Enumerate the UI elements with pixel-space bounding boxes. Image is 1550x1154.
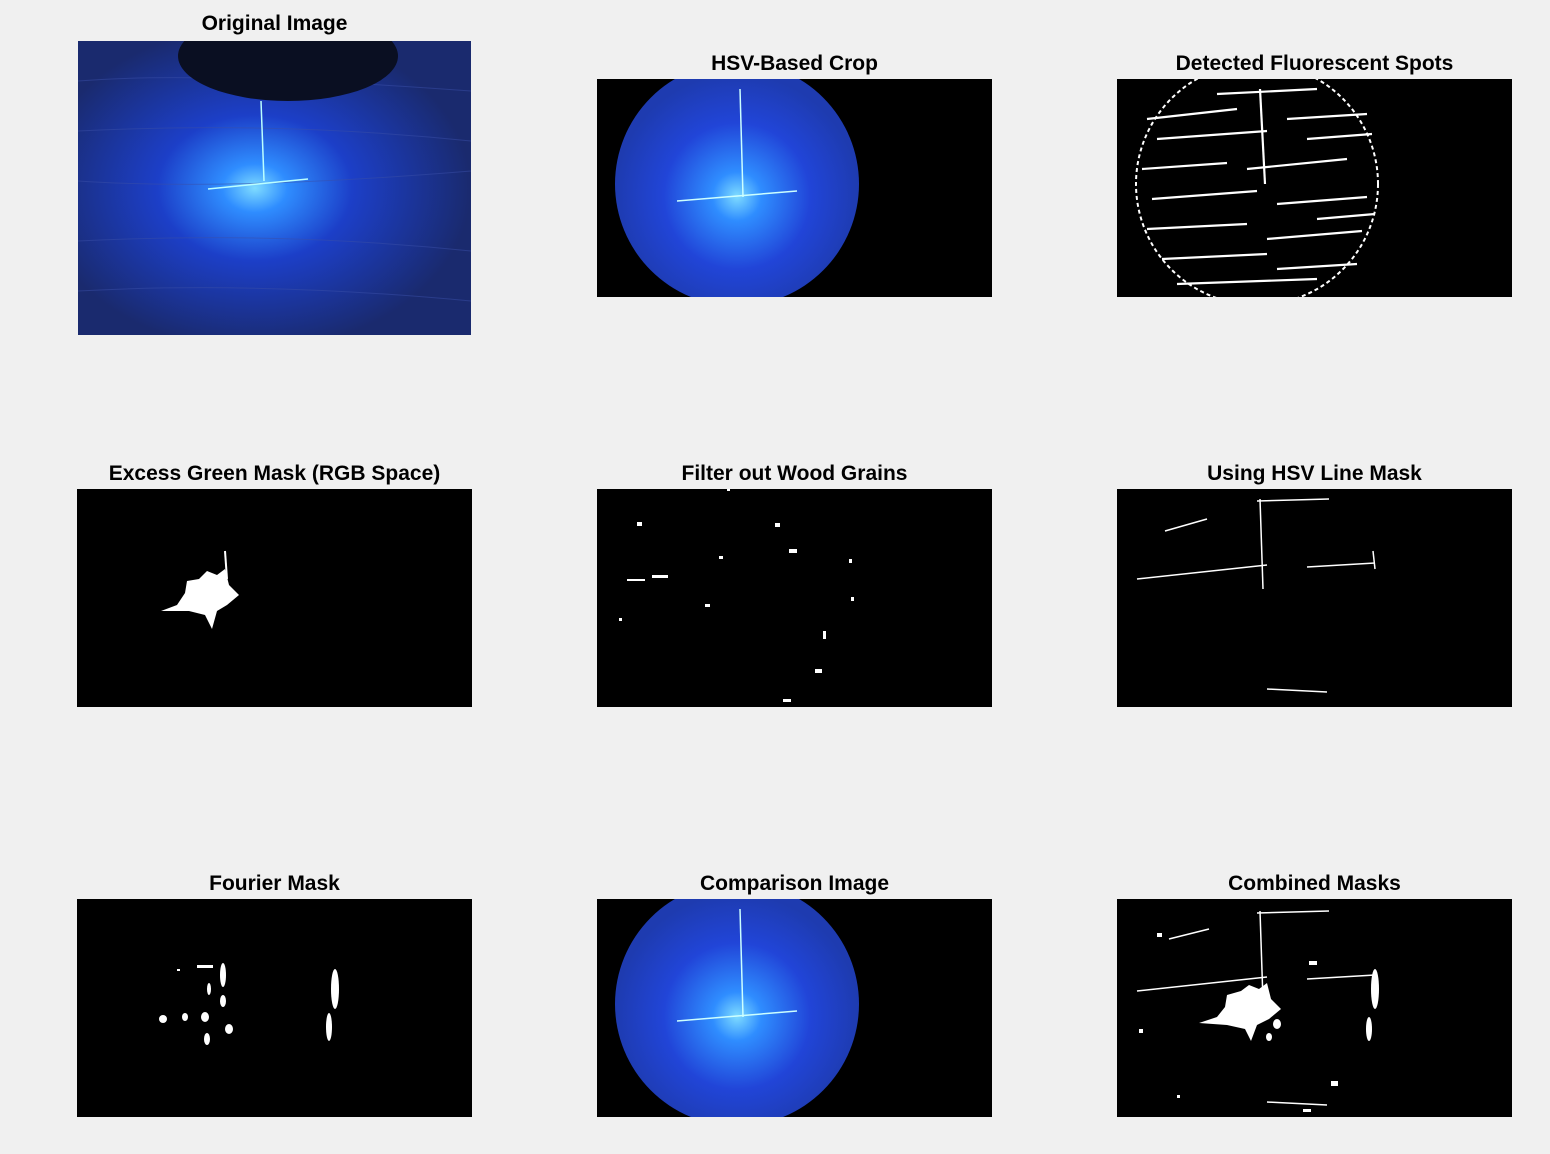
combined-masks-image bbox=[1117, 899, 1512, 1117]
fluorescent-spots-image bbox=[1117, 79, 1512, 297]
panel-title: Filter out Wood Grains bbox=[681, 462, 908, 485]
panel-title: Using HSV Line Mask bbox=[1207, 462, 1422, 485]
panel-hsv-crop: HSV-Based Crop bbox=[597, 50, 992, 298]
panel-original-image: Original Image bbox=[77, 10, 472, 337]
panel-fourier-mask: Fourier Mask bbox=[77, 870, 472, 1118]
panel-title: Fourier Mask bbox=[209, 872, 340, 895]
panel-excess-green-mask: Excess Green Mask (RGB Space) bbox=[77, 460, 472, 708]
panel-detected-fluorescent-spots: Detected Fluorescent Spots bbox=[1117, 50, 1512, 298]
panel-title: HSV-Based Crop bbox=[711, 52, 878, 75]
panel-title: Original Image bbox=[201, 12, 348, 35]
panel-combined-masks: Combined Masks bbox=[1117, 870, 1512, 1118]
panel-comparison-image: Comparison Image bbox=[597, 870, 992, 1118]
panel-title: Detected Fluorescent Spots bbox=[1175, 52, 1454, 75]
panel-filter-wood-grains: Filter out Wood Grains bbox=[597, 460, 992, 708]
excess-green-mask-image bbox=[77, 489, 472, 707]
panel-title: Excess Green Mask (RGB Space) bbox=[108, 462, 441, 485]
panel-title: Combined Masks bbox=[1228, 872, 1401, 895]
panel-title: Comparison Image bbox=[699, 872, 890, 895]
original-image bbox=[78, 41, 471, 335]
fourier-mask-image bbox=[77, 899, 472, 1117]
hsv-crop-image bbox=[597, 79, 992, 297]
panel-hsv-line-mask: Using HSV Line Mask bbox=[1117, 460, 1512, 708]
comparison-image bbox=[597, 899, 992, 1117]
hsv-line-mask-image bbox=[1117, 489, 1512, 707]
wood-grain-filter-image bbox=[597, 489, 992, 707]
